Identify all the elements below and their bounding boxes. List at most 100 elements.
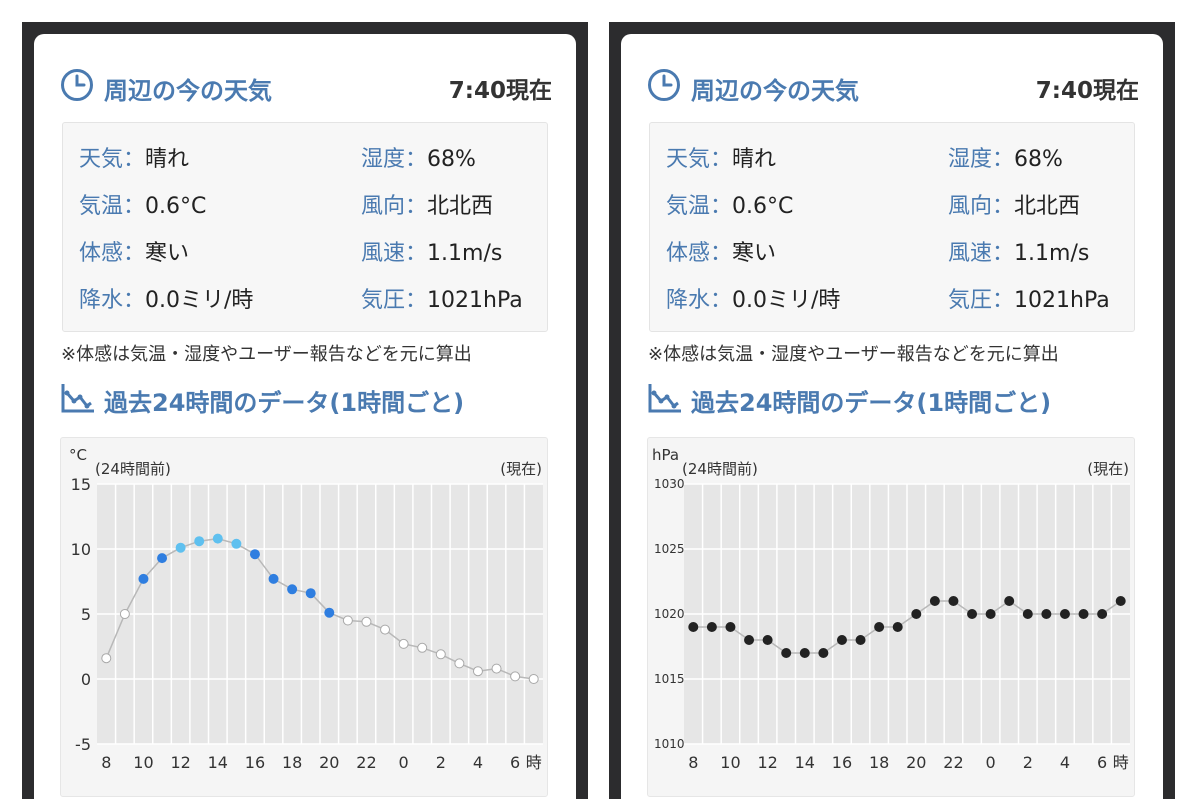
x-tick-label: 0: [986, 753, 996, 772]
data-point: [799, 648, 810, 658]
weather-label: 気温: [79, 194, 124, 219]
x-tick-label: 6: [510, 753, 520, 772]
feels-like-note: ※体感は気温・湿度やユーザー報告などを元に算出: [61, 344, 472, 365]
weather-row: 天気：晴れ: [79, 141, 189, 173]
data-point: [818, 648, 829, 658]
trend-chart-icon: [61, 384, 94, 413]
data-point: [194, 536, 205, 547]
y-tick-label: 0: [81, 670, 91, 689]
weather-value: 0.6°C: [145, 194, 207, 219]
data-point: [157, 553, 168, 564]
data-point: [212, 533, 223, 544]
x-tick-label: 16: [245, 753, 265, 772]
label-separator: ：: [710, 241, 733, 266]
data-point: [510, 671, 521, 682]
data-point: [911, 609, 922, 619]
weather-card: 周辺の今の天気 7:40現在 天気：晴れ 湿度：68% 気温：0.6°C 風向：北北西…: [34, 34, 576, 799]
label-separator: ：: [405, 241, 428, 266]
data-point: [892, 622, 903, 632]
x-tick-label: 14: [795, 753, 815, 772]
data-point: [1115, 596, 1126, 606]
label-separator: ：: [405, 194, 428, 219]
data-point: [175, 542, 186, 553]
data-point: [744, 635, 755, 645]
unit-label: hPa: [652, 446, 679, 464]
weather-row: 降水：0.0ミリ/時: [79, 282, 253, 314]
data-point: [454, 658, 465, 669]
label-separator: ：: [710, 288, 733, 313]
weather-label: 風向: [948, 194, 993, 219]
weather-row: 天気：晴れ: [666, 141, 776, 173]
weather-value: 1.1m/s: [427, 241, 503, 266]
weather-label: 風速: [948, 241, 993, 266]
weather-label: 気圧: [361, 288, 406, 313]
weather-label: 天気: [79, 147, 124, 172]
weather-label: 気温: [666, 194, 711, 219]
label-separator: ：: [992, 194, 1015, 219]
x-tick-label: 4: [1060, 753, 1070, 772]
data-point: [305, 588, 316, 599]
data-point: [706, 622, 717, 632]
x-tick-label: 8: [688, 753, 698, 772]
weather-row: 風速：1.1m/s: [948, 235, 1089, 267]
data-point: [268, 573, 279, 584]
weather-info-box: 天気：晴れ 湿度：68% 気温：0.6°C 風向：北北西 体感：寒い 風速：1.1m/s 降…: [649, 122, 1135, 332]
trend-chart-icon: [648, 384, 681, 413]
x-tick-label: 22: [943, 753, 963, 772]
current-weather-header: 周辺の今の天気 7:40現在: [60, 66, 552, 106]
x-tick-label: 20: [319, 753, 339, 772]
weather-row: 体感：寒い: [79, 235, 189, 267]
data-point: [249, 549, 260, 560]
y-tick-label: 1020: [654, 607, 685, 621]
x-tick-label: 4: [473, 753, 483, 772]
data-point: [138, 573, 149, 584]
end-label: (現在): [500, 460, 542, 478]
data-point: [380, 624, 391, 635]
y-tick-label: 1030: [654, 477, 685, 491]
x-tick-label: 22: [356, 753, 376, 772]
x-tick-label: 6: [1097, 753, 1107, 772]
chart-header: 過去24時間のデータ(1時間ごと): [647, 378, 1127, 418]
data-point: [119, 609, 130, 619]
weather-label: 体感: [79, 241, 124, 266]
data-point: [287, 584, 298, 595]
line-chart: 1030 1025 1020 1015 1010 hPa(24時間前) (現在) 8 10 12 1…: [652, 446, 1130, 772]
weather-value: 68%: [427, 147, 476, 172]
weather-label: 湿度: [948, 147, 993, 172]
y-tick-label: -5: [75, 735, 91, 754]
weather-card: 周辺の今の天気 7:40現在 天気：晴れ 湿度：68% 気温：0.6°C 風向：北北西…: [621, 34, 1163, 799]
y-tick-label: 1015: [654, 672, 685, 686]
data-point: [231, 538, 242, 549]
x-tick-label: 10: [720, 753, 740, 772]
weather-row: 湿度：68%: [361, 141, 476, 173]
observation-time: 7:40現在: [448, 78, 552, 104]
weather-value: 68%: [1014, 147, 1063, 172]
weather-row: 気圧：1021hPa: [948, 282, 1110, 314]
left-screenshot-frame: 周辺の今の天気 7:40現在 天気：晴れ 湿度：68% 気温：0.6°C 風向：北北西…: [22, 22, 588, 799]
weather-row: 風向：北北西: [948, 188, 1080, 220]
clock-icon: [61, 69, 93, 101]
right-screenshot-frame: 周辺の今の天気 7:40現在 天気：晴れ 湿度：68% 気温：0.6°C 風向：北北西…: [609, 22, 1175, 799]
weather-value: 北北西: [427, 194, 494, 219]
unit-label: °C: [69, 446, 87, 464]
weather-label: 降水: [666, 288, 711, 313]
weather-value: 北北西: [1014, 194, 1081, 219]
label-separator: ：: [992, 288, 1015, 313]
x-tick-label: 2: [1023, 753, 1033, 772]
weather-row: 風向：北北西: [361, 188, 493, 220]
weather-row: 気温：0.6°C: [79, 188, 206, 220]
weather-value: 1021hPa: [1014, 288, 1110, 313]
data-point: [874, 622, 885, 632]
data-point: [781, 648, 792, 658]
weather-row: 気温：0.6°C: [666, 188, 793, 220]
y-tick-label: 1025: [654, 542, 685, 556]
clock-icon: [648, 69, 680, 101]
hour-unit-label: 時: [526, 753, 542, 772]
weather-value: 0.0ミリ/時: [732, 288, 841, 313]
weather-row: 湿度：68%: [948, 141, 1063, 173]
label-separator: ：: [710, 147, 733, 172]
data-point: [929, 596, 940, 606]
data-point: [836, 635, 847, 645]
weather-value: 1.1m/s: [1014, 241, 1090, 266]
line-chart: 15 10 5 0 -5 °C (24時間前) (現在) 8 10 12 14 16 18 20 22 0 2 4 6…: [69, 446, 543, 772]
